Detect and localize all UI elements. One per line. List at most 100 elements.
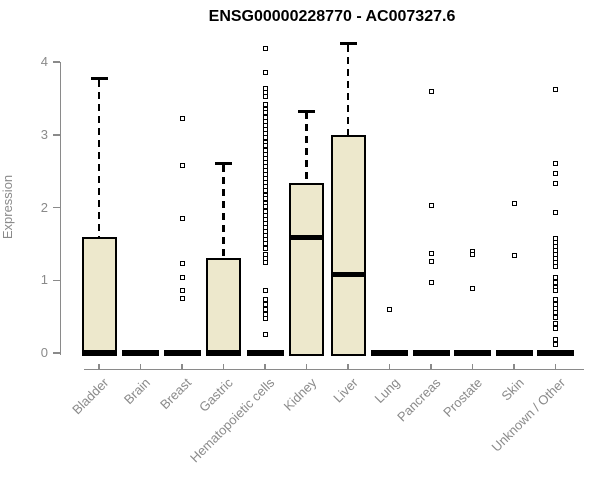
y-axis-tick xyxy=(53,61,60,63)
zero-bar xyxy=(537,350,574,356)
outlier-point xyxy=(553,87,558,93)
outlier-point xyxy=(553,263,558,269)
outlier-point xyxy=(262,332,268,338)
x-axis-tick xyxy=(471,363,474,369)
outlier-point xyxy=(428,279,434,285)
whisker-line xyxy=(305,112,308,183)
outlier-point xyxy=(470,252,475,258)
outlier-point xyxy=(262,94,268,100)
outlier-point xyxy=(179,116,185,122)
outlier-point xyxy=(262,306,268,312)
y-axis-tick xyxy=(53,352,60,354)
outlier-point xyxy=(553,341,558,347)
outlier-point xyxy=(179,215,185,221)
outlier-point xyxy=(179,287,185,293)
outlier-point xyxy=(428,202,434,208)
y-axis-tick xyxy=(53,134,60,136)
outlier-point xyxy=(262,46,268,52)
zero-bar xyxy=(371,350,408,356)
y-tick-label: 1 xyxy=(40,272,48,288)
outlier-point xyxy=(553,279,558,285)
chart-title: ENSG00000228770 - AC007327.6 xyxy=(208,8,456,25)
outlier-point xyxy=(553,287,558,293)
zero-bar xyxy=(412,350,450,356)
x-axis-tick xyxy=(347,363,349,369)
median-line xyxy=(289,234,324,240)
x-axis-tick xyxy=(388,363,391,369)
whisker-line xyxy=(222,164,225,258)
x-tick-label: Skin xyxy=(498,375,527,404)
box xyxy=(81,236,117,356)
outlier-point xyxy=(553,314,558,320)
outlier-point xyxy=(553,180,558,186)
outlier-point xyxy=(262,245,268,251)
x-tick-label: Breast xyxy=(157,375,195,413)
zero-bar xyxy=(246,350,284,356)
outlier-point xyxy=(553,210,558,216)
outlier-point xyxy=(262,260,268,266)
x-axis-line xyxy=(84,368,584,370)
whisker-cap xyxy=(90,77,108,81)
x-axis-tick xyxy=(139,363,142,369)
x-axis-tick xyxy=(181,363,183,369)
whisker-cap xyxy=(339,42,357,46)
x-tick-label: Kidney xyxy=(280,375,320,414)
outlier-point xyxy=(179,162,185,168)
y-tick-label: 0 xyxy=(40,345,48,360)
y-axis-line xyxy=(59,62,61,355)
outlier-point xyxy=(511,253,517,258)
x-axis-tick xyxy=(98,363,100,369)
x-tick-label: Brain xyxy=(121,375,154,408)
outlier-point xyxy=(553,161,558,167)
zero-bar xyxy=(163,350,201,356)
outlier-point xyxy=(428,89,434,95)
x-tick-label: Bladder xyxy=(69,375,112,418)
x-axis-tick xyxy=(222,363,225,369)
outlier-point xyxy=(553,326,558,332)
y-tick-label: 2 xyxy=(40,199,48,215)
outlier-point xyxy=(470,286,475,292)
outlier-point xyxy=(179,261,185,267)
median-line xyxy=(330,271,366,277)
x-tick-label: Lung xyxy=(371,375,403,407)
x-tick-label: Prostate xyxy=(440,375,486,420)
outlier-point xyxy=(428,250,434,256)
outlier-point xyxy=(428,258,434,264)
x-axis-tick xyxy=(264,363,266,369)
y-tick-label: 4 xyxy=(40,54,48,69)
outlier-point xyxy=(553,274,558,280)
outlier-point xyxy=(262,297,268,303)
y-axis-tick xyxy=(53,206,60,209)
zero-bar xyxy=(495,350,533,356)
whisker-line xyxy=(346,44,350,136)
outlier-point xyxy=(262,287,268,293)
outlier-point xyxy=(179,274,185,280)
whisker-cap xyxy=(298,109,315,113)
outlier-point xyxy=(387,306,392,312)
x-axis-tick xyxy=(305,363,308,369)
x-axis-tick xyxy=(430,363,432,369)
x-tick-label: Unknown / Other xyxy=(488,375,569,455)
x-axis-tick xyxy=(554,363,557,369)
zero-bar xyxy=(122,350,159,356)
outlier-point xyxy=(511,200,517,206)
outlier-point xyxy=(553,320,558,326)
x-axis-tick xyxy=(513,363,515,369)
median-line xyxy=(81,350,117,356)
box xyxy=(330,135,366,356)
zero-bar xyxy=(454,350,491,356)
x-tick-label: Gastric xyxy=(196,375,237,415)
y-tick-label: 3 xyxy=(40,126,48,142)
x-tick-label: Pancreas xyxy=(394,375,444,425)
outlier-point xyxy=(179,295,185,301)
whisker-cap xyxy=(215,162,232,166)
outlier-point xyxy=(553,170,558,176)
median-line xyxy=(206,350,241,356)
whisker-line xyxy=(97,79,101,237)
box xyxy=(289,182,324,356)
box xyxy=(206,257,241,356)
y-axis-tick xyxy=(53,279,60,281)
x-tick-label: Liver xyxy=(330,375,361,406)
